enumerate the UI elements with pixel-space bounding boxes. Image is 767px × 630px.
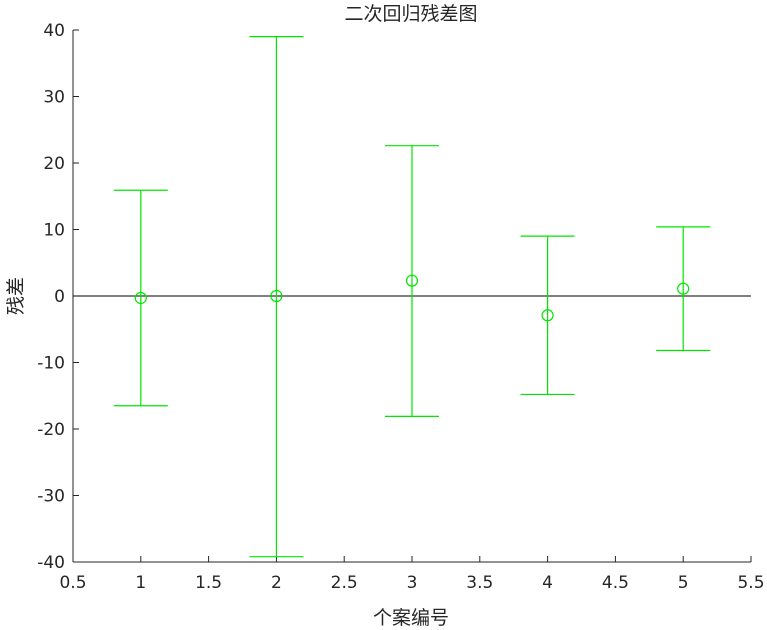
y-tick-label: 0 — [54, 287, 65, 307]
y-tick-label: 30 — [43, 88, 65, 108]
residual-point — [405, 274, 419, 287]
x-tick-label: 0.5 — [59, 573, 86, 593]
y-tick-label: -20 — [37, 420, 65, 440]
x-tick-label: 2 — [271, 573, 282, 593]
y-axis-label: 残差 — [5, 277, 27, 315]
x-tick-label: 3.5 — [466, 573, 493, 593]
y-tick-label: -30 — [37, 487, 65, 507]
x-tick-label: 3 — [407, 573, 418, 593]
y-tick-label: -10 — [37, 354, 65, 374]
x-tick-label: 5 — [678, 573, 689, 593]
y-tick-label: 40 — [43, 21, 65, 41]
x-tick-label: 5.5 — [737, 573, 764, 593]
y-tick-label: -40 — [37, 553, 65, 573]
residual-point — [270, 289, 283, 303]
residual-point — [677, 282, 690, 295]
residual-point — [541, 309, 554, 322]
y-tick-label: 20 — [43, 154, 65, 174]
data-marks — [73, 36, 751, 558]
residual-point — [134, 291, 147, 305]
x-tick-label: 1 — [135, 573, 146, 593]
x-tick-label: 4 — [542, 573, 553, 593]
y-tick-label: 10 — [43, 221, 65, 241]
x-axis-label: 个案编号 — [373, 607, 449, 629]
x-tick-label: 2.5 — [331, 573, 358, 593]
x-tick-label: 4.5 — [602, 573, 629, 593]
chart-title: 二次回归残差图 — [344, 3, 477, 25]
x-tick-label: 1.5 — [195, 573, 222, 593]
axes: 0.5 1 1.5 2 2.5 3 3.5 4 4.5 5 5.5 -40 -30 -20 -10 0 10 20… — [37, 21, 764, 593]
